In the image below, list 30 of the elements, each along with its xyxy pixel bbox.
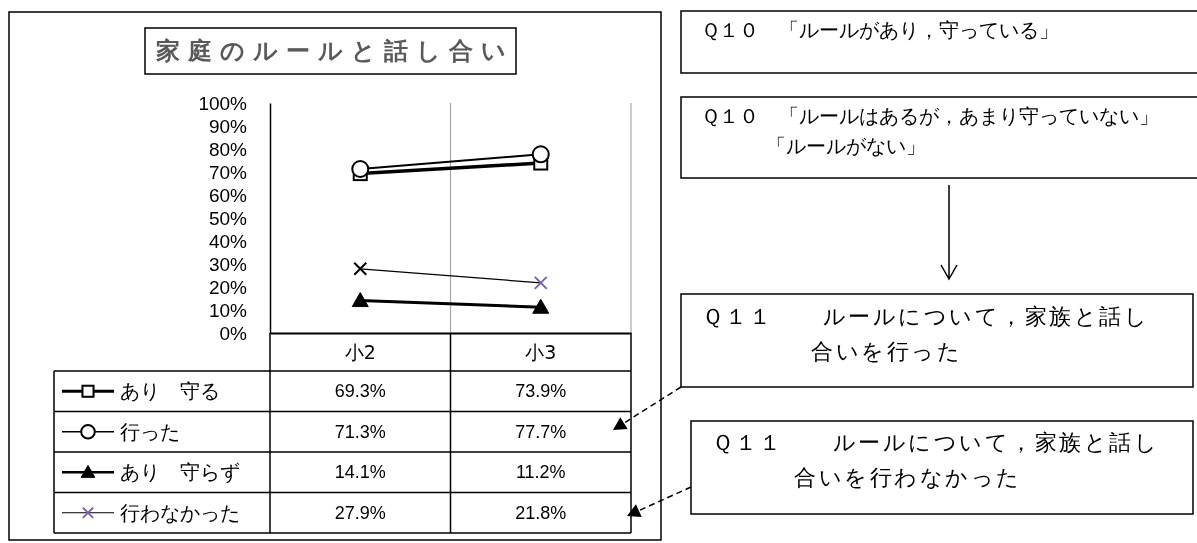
data-label: 11.2% [515, 462, 566, 483]
legend-label: 行わなかった [120, 501, 240, 524]
y-tick-label: 40% [208, 230, 248, 252]
legend-label: 行った [120, 420, 180, 443]
data-label: 14.1% [334, 462, 386, 483]
text: Ｑ１０ 「ルールはあるが，あまり守っていない」「ルールがない」 [701, 104, 1159, 158]
text: Ｑ１１ ルールについて，家族と話し合いを行わなかった [712, 429, 1159, 490]
text: Ｑ１１ ルールについて，家族と話し合いを行った [702, 303, 1149, 364]
chart-title: 家庭のルールと話し合い [155, 37, 514, 65]
data-label: 27.9% [334, 502, 386, 523]
y-tick-label: 70% [208, 161, 248, 183]
y-tick-label: 80% [208, 138, 248, 160]
y-tick-label: 20% [208, 276, 248, 298]
y-tick-label: 90% [208, 115, 248, 137]
text: Ｑ１０ 「ルールがあり，守っている」 [701, 18, 1059, 42]
legend-label: あり 守らず [120, 461, 240, 485]
y-tick-label: 0% [219, 322, 248, 344]
data-label: 73.9% [515, 381, 567, 402]
y-tick-label: 100% [198, 92, 248, 114]
data-label: 77.7% [515, 421, 567, 442]
x-tick-label: 小2 [344, 340, 376, 363]
y-tick-label: 10% [208, 299, 248, 321]
data-label: 21.8% [515, 502, 567, 523]
y-tick-label: 50% [208, 207, 248, 229]
y-tick-label: 60% [208, 184, 248, 206]
data-label: 69.3% [334, 381, 386, 402]
y-tick-label: 30% [208, 253, 248, 275]
legend-label: あり 守る [120, 380, 220, 403]
x-tick-label: 小3 [525, 340, 557, 363]
data-label: 71.3% [334, 421, 386, 442]
